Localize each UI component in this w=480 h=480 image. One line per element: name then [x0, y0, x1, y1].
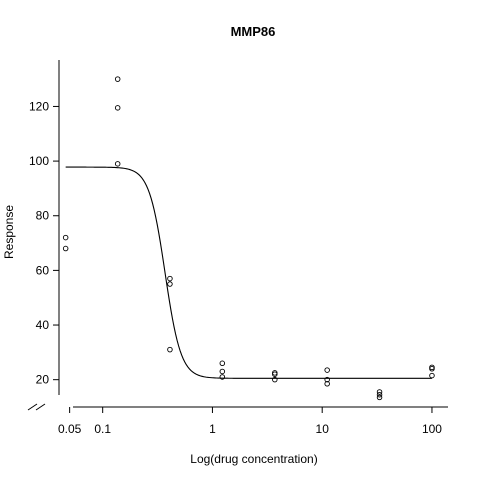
data-point: [429, 365, 435, 372]
data-point: [62, 245, 69, 252]
y-tick-label: 60: [36, 263, 50, 277]
data-point: [114, 76, 121, 82]
axes: 20 40 60 80 100 120 0.05 0.1 1 10 100: [27, 60, 448, 436]
y-tick-label: 20: [36, 373, 50, 387]
data-point: [376, 389, 383, 395]
x-tick-label: 100: [422, 422, 442, 436]
data-point: [376, 391, 383, 398]
y-tick-label: 100: [29, 154, 49, 168]
data-point: [324, 367, 330, 373]
data-point: [219, 374, 226, 380]
data-points-layer: [62, 76, 435, 401]
axis-break-mark: [27, 403, 38, 411]
data-point: [114, 161, 121, 167]
data-point: [167, 275, 173, 282]
x-tick-label: 1: [209, 422, 216, 436]
data-point: [114, 105, 121, 111]
y-axis-label: Response: [2, 205, 16, 259]
y-tick-label: 120: [29, 99, 49, 113]
chart-title: MMP86: [231, 24, 276, 39]
data-point: [324, 376, 330, 383]
data-point: [272, 376, 278, 383]
y-tick-label: 40: [36, 318, 50, 332]
y-tick-label: 80: [36, 209, 50, 223]
data-point: [429, 372, 435, 379]
data-point: [219, 360, 226, 367]
x-axis-label: Log(drug concentration): [190, 452, 317, 466]
data-point: [376, 394, 383, 401]
x-tick-label: 0.05: [58, 422, 82, 436]
data-point: [324, 381, 330, 387]
data-point: [167, 281, 173, 287]
fit-curve-layer: [65, 166, 432, 379]
axis-break-mark: [35, 403, 46, 411]
x-tick-label: 10: [316, 422, 330, 436]
x-tick-label: 0.1: [94, 422, 111, 436]
data-point: [272, 371, 278, 377]
data-point: [167, 346, 173, 353]
fit-curve: [65, 166, 432, 379]
data-point: [62, 234, 69, 241]
data-point: [219, 368, 226, 375]
